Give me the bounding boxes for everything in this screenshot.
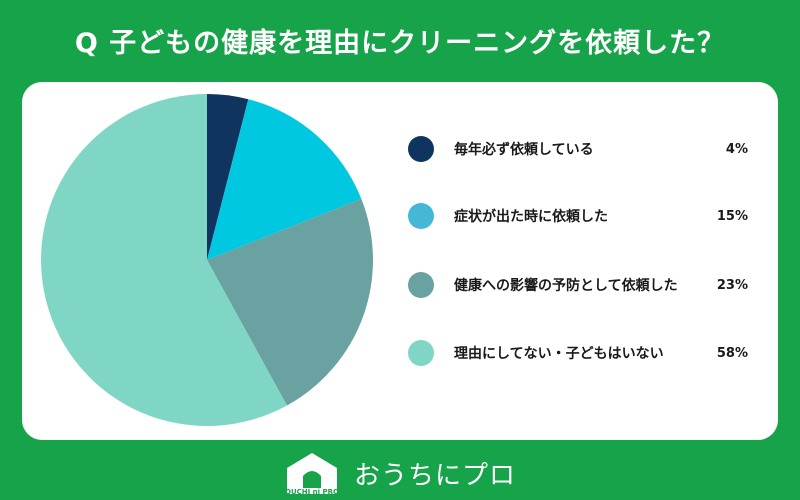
legend-label: 毎年必ず依頼している [454, 142, 594, 158]
legend-item-not-reason: 理由にしてない・子どもはいない 58% [408, 338, 768, 368]
pie-slice-symptom [207, 99, 362, 260]
brand-name: おうちにプロ [353, 460, 516, 491]
legend-label: 理由にしてない・子どもはいない [454, 346, 664, 362]
legend-value: 4% [725, 141, 748, 157]
footer: OUCHI ni PRO おうちにプロ [0, 446, 800, 500]
house-logo-icon: OUCHI ni PRO [284, 450, 340, 496]
pie-slice-prevention [207, 198, 373, 406]
legend-item-symptom: 症状が出た時に依頼した 15% [408, 201, 768, 231]
legend-value: 15% [716, 208, 748, 224]
legend-swatch [408, 203, 434, 229]
pie-chart [40, 94, 373, 426]
pie-slice-not-reason [40, 94, 287, 426]
legend-label: 健康への影響の予防として依頼した [454, 278, 678, 294]
legend-item-annual: 毎年必ず依頼している 4% [408, 134, 768, 164]
legend-value: 58% [716, 345, 748, 361]
chart-card: 毎年必ず依頼している 4% 症状が出た時に依頼した 15% 健康への影響の予防と… [22, 82, 778, 440]
logo-caption: OUCHI ni PRO [285, 488, 339, 496]
legend-value: 23% [716, 277, 748, 293]
legend-label: 症状が出た時に依頼した [454, 209, 608, 225]
legend-swatch [408, 272, 434, 298]
legend-swatch [408, 136, 434, 162]
legend-item-prevention: 健康への影響の予防として依頼した 23% [408, 270, 768, 300]
chart-title: Q 子どもの健康を理由にクリーニングを依頼した？ [74, 27, 726, 59]
pie-slice-annual [207, 94, 249, 260]
legend-swatch [408, 340, 434, 366]
